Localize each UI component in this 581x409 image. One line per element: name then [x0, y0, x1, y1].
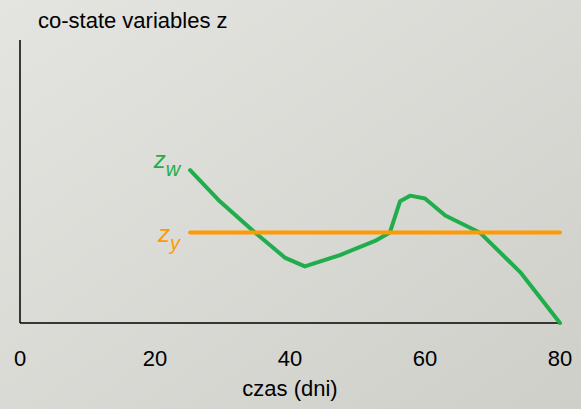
x-tick-label: 40: [278, 346, 302, 371]
chart: co-state variables z 0 20 40 60 80 czas (dni) z…: [0, 0, 581, 409]
label-sub: w: [166, 158, 182, 180]
series-line: [190, 230, 560, 234]
plot-area: [190, 170, 560, 323]
background: [0, 0, 581, 409]
label-main: z: [153, 146, 166, 173]
series-label: zw: [153, 146, 182, 180]
series-labels: zwzy: [153, 146, 182, 254]
x-tick-label: 0: [14, 346, 26, 371]
x-tick-label: 20: [143, 346, 167, 371]
label-sub: y: [168, 232, 181, 254]
series-line: [190, 170, 560, 323]
x-tick-label: 60: [413, 346, 437, 371]
y-axis: [19, 40, 21, 323]
label-main: z: [157, 220, 170, 247]
x-axis-title: czas (dni): [242, 376, 337, 401]
y-axis-title: co-state variables z: [38, 8, 228, 33]
x-axis: [20, 322, 560, 324]
series-label: zy: [157, 220, 181, 254]
x-tick-label: 80: [548, 346, 572, 371]
